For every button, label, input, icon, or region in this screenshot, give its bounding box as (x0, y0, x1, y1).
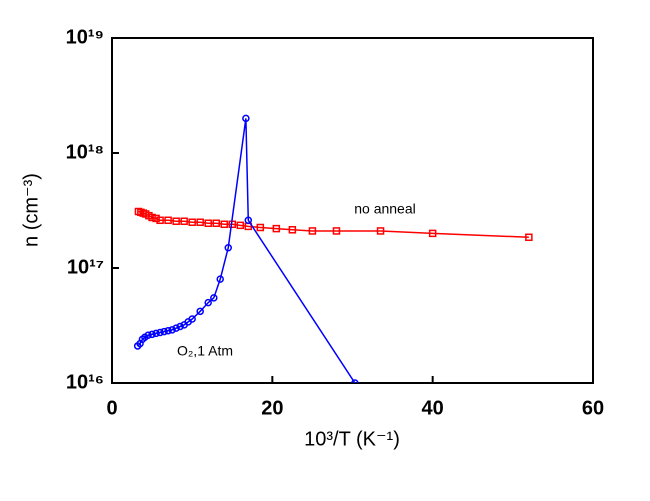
data-point (196, 218, 204, 226)
data-point (428, 229, 437, 238)
data-point (164, 216, 172, 225)
data-point (148, 330, 156, 339)
data-point (148, 213, 156, 222)
x-axis-title: 10³/T (K⁻¹) (304, 428, 400, 450)
data-point (144, 331, 152, 340)
y-axis-title: n (cm⁻³) (20, 173, 42, 247)
data-point (156, 328, 164, 337)
data-point (216, 275, 224, 283)
series-line (137, 118, 356, 383)
data-point (196, 307, 204, 316)
y-tick-label: 10¹⁹ (66, 26, 104, 48)
y-tick-label: 10¹⁸ (66, 141, 104, 163)
data-point (152, 329, 160, 338)
x-tick-label: 40 (422, 397, 444, 419)
data-point (164, 326, 172, 335)
data-point (160, 327, 168, 336)
x-tick-label: 60 (582, 397, 604, 419)
data-point (176, 322, 184, 331)
data-point (172, 217, 180, 225)
series-line (138, 210, 529, 239)
data-point (220, 220, 228, 229)
data-point (272, 224, 281, 233)
data-point (242, 114, 250, 123)
plot-frame (111, 37, 594, 384)
data-point (351, 379, 359, 383)
data-point (256, 223, 265, 232)
x-tick-label: 0 (106, 397, 117, 419)
data-point (525, 233, 533, 242)
data-point (172, 324, 180, 332)
y-tick-label: 10¹⁷ (67, 256, 104, 278)
data-point (188, 315, 196, 323)
data-point (180, 217, 188, 225)
data-point (156, 216, 164, 225)
data-point (188, 218, 196, 226)
data-point (168, 326, 176, 334)
data-point (224, 243, 232, 252)
series-annotation: no anneal (354, 201, 416, 217)
data-point (210, 294, 218, 302)
y-tick-label: 10¹⁶ (66, 371, 104, 393)
data-point (212, 219, 220, 227)
data-point (332, 227, 341, 235)
data-point (152, 214, 160, 223)
x-tick-label: 20 (261, 397, 283, 419)
data-point (308, 227, 317, 235)
series-annotation: O₂,1 Atm (177, 343, 233, 359)
data-point (204, 219, 212, 227)
data-point (236, 221, 245, 230)
data-point (204, 298, 212, 307)
data-point (288, 226, 297, 234)
data-point (376, 227, 385, 235)
data-point (244, 216, 253, 225)
